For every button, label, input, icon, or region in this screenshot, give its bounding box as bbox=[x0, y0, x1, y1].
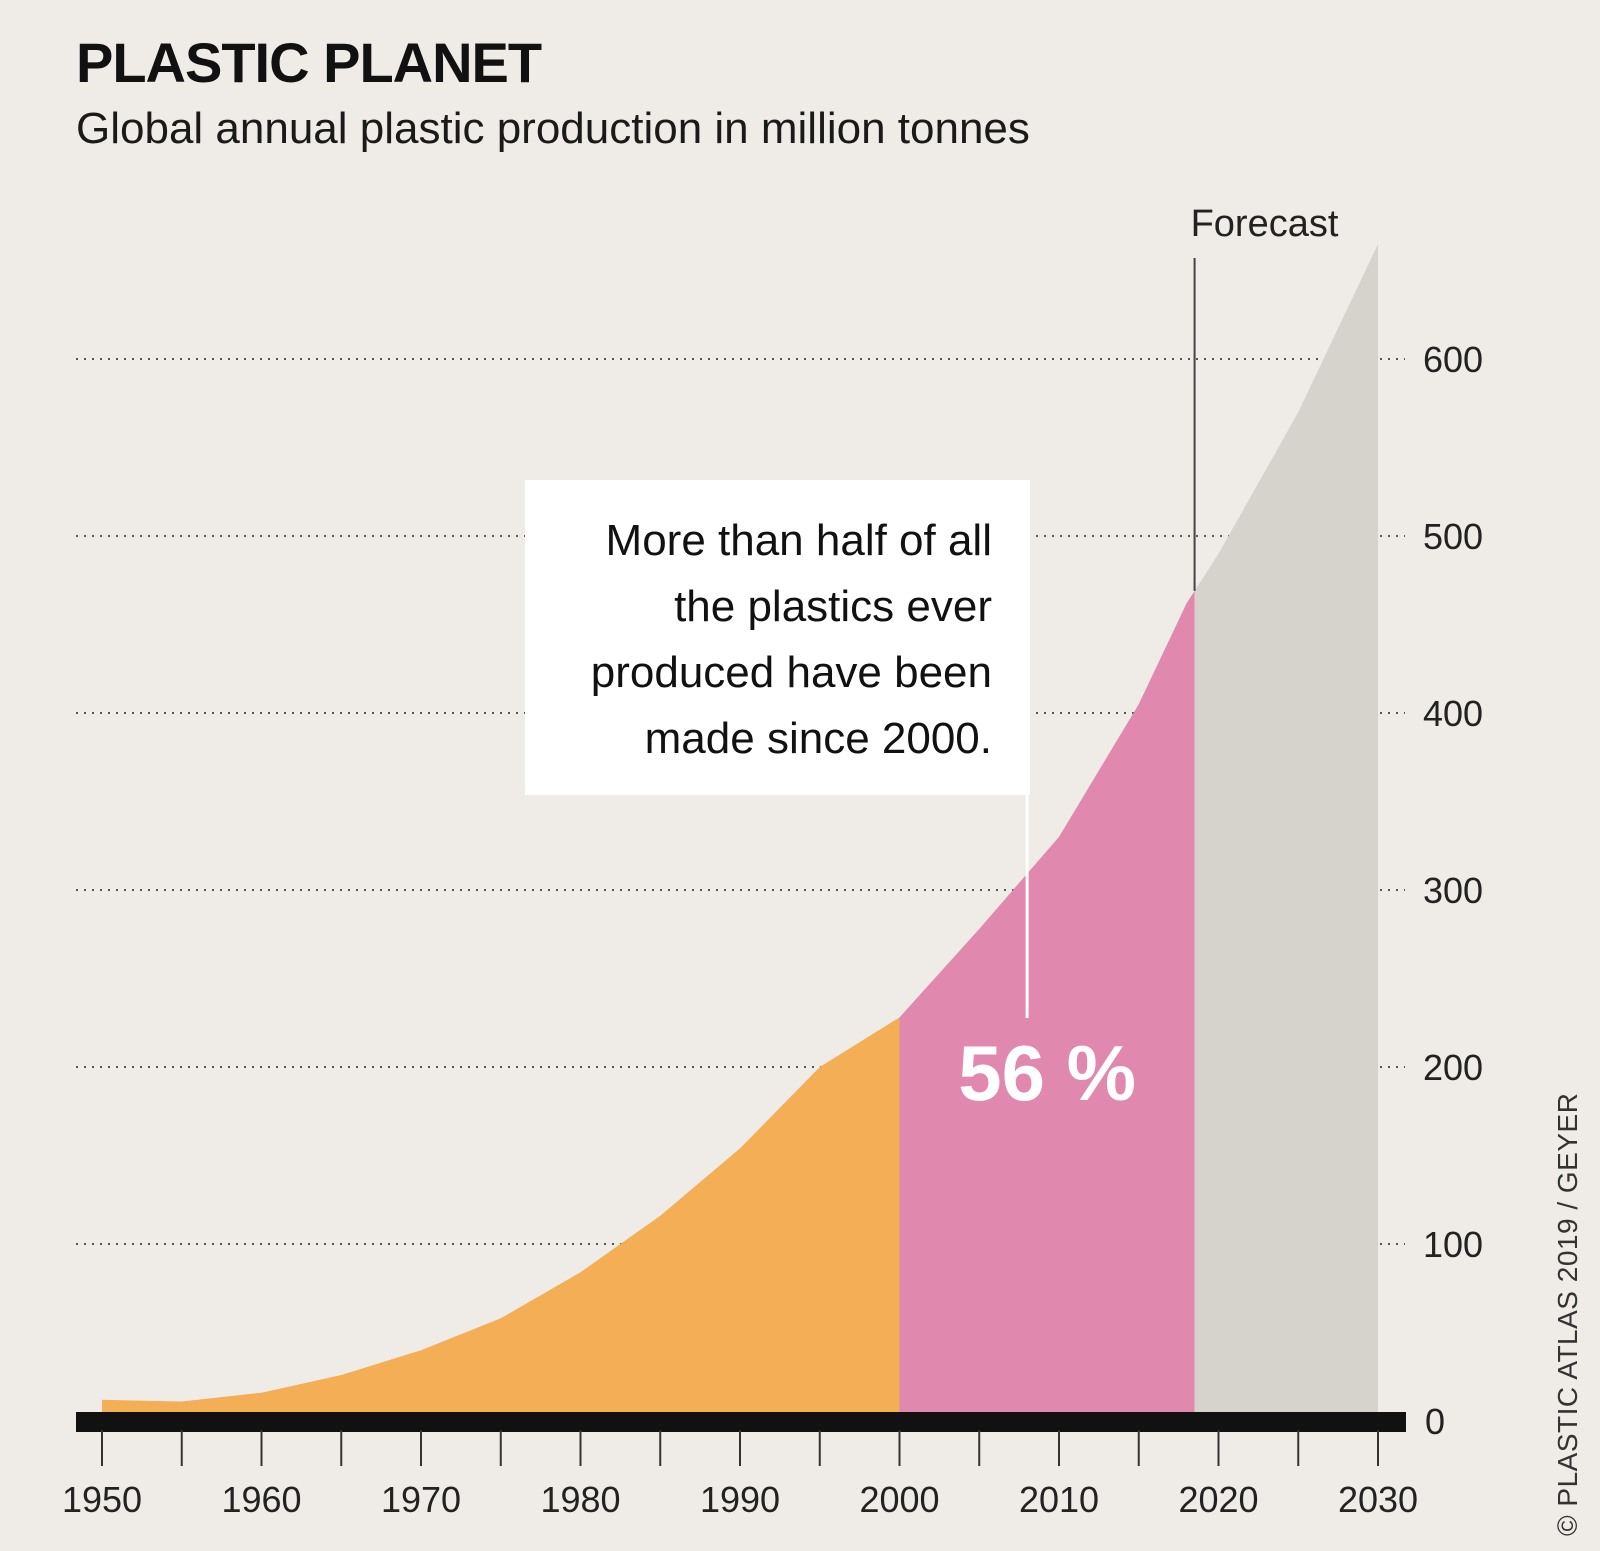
x-tick-label-2020: 2020 bbox=[1178, 1479, 1258, 1520]
area-segment-2018.5-2030 bbox=[1194, 244, 1378, 1421]
source-credit-text: PLASTIC ATLAS 2019 / GEYER bbox=[1552, 1092, 1583, 1507]
x-tick-label-1990: 1990 bbox=[700, 1479, 780, 1520]
y-tick-label-300: 300 bbox=[1423, 870, 1483, 911]
chart-title: PLASTIC PLANET bbox=[76, 31, 542, 94]
y-tick-label-400: 400 bbox=[1423, 693, 1483, 734]
x-tick-label-2010: 2010 bbox=[1019, 1479, 1099, 1520]
x-axis-baseline bbox=[76, 1412, 1406, 1432]
area-layer bbox=[102, 244, 1378, 1421]
axis-layer: 0 100 200 300 400 500 600 1950 1960 1970 1980 1990 2… bbox=[62, 339, 1483, 1520]
annotation-layer: 56 % bbox=[958, 795, 1136, 1117]
x-tick-label-1970: 1970 bbox=[381, 1479, 461, 1520]
x-tick-label-1960: 1960 bbox=[221, 1479, 301, 1520]
forecast-layer: Forecast bbox=[1191, 203, 1339, 591]
y-tick-label-0: 0 bbox=[1425, 1401, 1445, 1442]
x-tick-label-1950: 1950 bbox=[62, 1479, 142, 1520]
y-tick-label-100: 100 bbox=[1423, 1224, 1483, 1265]
x-tick-label-1980: 1980 bbox=[540, 1479, 620, 1520]
chart-subtitle: Global annual plastic production in mill… bbox=[76, 104, 1030, 153]
area-segment-1950-2000 bbox=[102, 1017, 900, 1421]
annotation-line: the plastics ever bbox=[674, 582, 992, 631]
annotation-callout: More than half of all the plastics ever … bbox=[525, 480, 1030, 795]
x-tick-label-2000: 2000 bbox=[859, 1479, 939, 1520]
y-tick-label-500: 500 bbox=[1423, 516, 1483, 557]
y-tick-label-200: 200 bbox=[1423, 1047, 1483, 1088]
area-segment-2000-2018.5 bbox=[899, 590, 1195, 1421]
source-credit: © PLASTIC ATLAS 2019 / GEYER bbox=[1552, 1092, 1583, 1536]
annotation-highlight: 56 % bbox=[958, 1029, 1136, 1117]
x-tick-label-2030: 2030 bbox=[1338, 1479, 1418, 1520]
forecast-label: Forecast bbox=[1191, 203, 1339, 245]
annotation-line: made since 2000. bbox=[644, 714, 992, 763]
annotation-line: More than half of all bbox=[605, 516, 992, 565]
annotation-line: produced have been bbox=[590, 648, 992, 697]
y-tick-label-600: 600 bbox=[1423, 339, 1483, 380]
